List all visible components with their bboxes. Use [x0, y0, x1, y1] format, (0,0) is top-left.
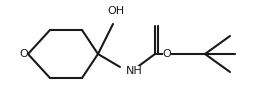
Text: O: O	[19, 49, 28, 59]
Text: OH: OH	[107, 6, 124, 16]
Text: NH: NH	[126, 66, 143, 76]
Text: O: O	[163, 49, 171, 59]
